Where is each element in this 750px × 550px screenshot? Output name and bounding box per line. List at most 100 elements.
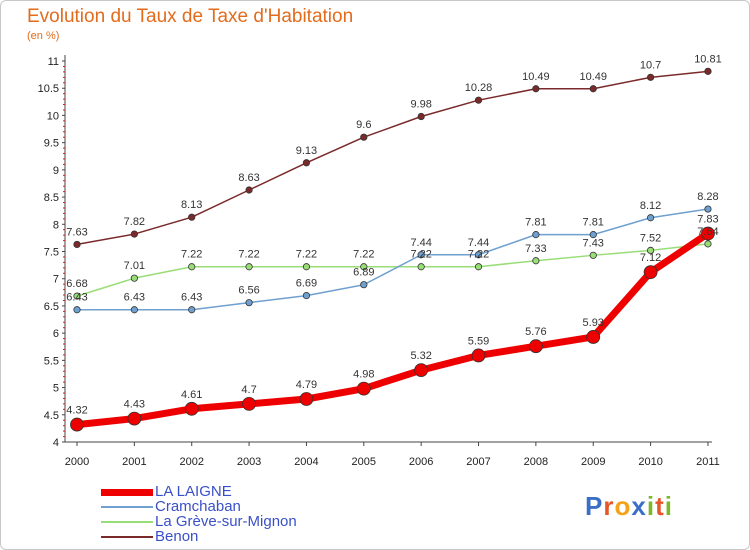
data-point [302,291,311,300]
data-point [130,306,138,314]
data-label: 7.22 [238,249,259,261]
data-label: 7.33 [525,243,546,255]
data-label: 6.43 [181,292,202,304]
data-label: 10.7 [640,59,661,71]
data-label: 7.43 [583,237,604,249]
logo-letter: t [655,491,665,521]
data-point [417,112,425,121]
data-label: 4.43 [124,399,145,411]
data-label: 7.81 [525,217,546,229]
x-tick-label: 2006 [409,456,433,468]
data-point [532,257,540,265]
legend-swatch [101,536,153,538]
x-tick-label: 2008 [524,456,548,468]
legend-item: La Grève-sur-Mignon [101,513,421,530]
data-label: 8.12 [640,200,661,212]
data-point [532,231,540,239]
y-tick-label: 8.5 [44,192,59,204]
logo-letter: P [585,491,604,521]
data-label: 7.64 [697,226,718,238]
series-line-3 [76,70,709,246]
x-tick-label: 2004 [294,456,318,468]
data-label: 8.28 [697,191,718,203]
x-tick-label: 2005 [352,456,376,468]
data-label: 6.43 [66,292,87,304]
data-label: 7.83 [697,214,718,226]
data-point [646,214,655,222]
data-label: 7.12 [640,252,661,264]
legend-swatch [101,506,153,508]
data-point [474,251,483,259]
legend-label: La Grève-sur-Mignon [155,513,297,530]
data-label: 4.79 [296,379,317,391]
data-label: 7.01 [124,260,145,272]
x-tick-label: 2001 [122,456,146,468]
data-label: 4.61 [181,389,202,401]
data-point [188,263,196,271]
data-label: 8.63 [238,172,259,184]
data-point [184,401,199,416]
data-point [73,306,81,314]
data-point [528,339,543,354]
data-label: 9.98 [410,99,431,111]
data-point [360,281,368,289]
data-label: 10.28 [465,82,493,94]
data-point [302,159,311,167]
data-point [360,133,368,141]
data-point [130,274,138,282]
x-tick-label: 2007 [466,456,490,468]
data-point [704,240,712,248]
legend-item: Benon [101,528,421,545]
data-label: 6.56 [238,285,259,297]
data-label: 6.69 [296,278,317,290]
x-tick-label: 2009 [581,456,605,468]
x-tick-label: 2010 [638,456,662,468]
data-point [417,263,425,271]
data-point [643,265,658,280]
data-point [242,396,256,411]
data-label: 7.22 [353,249,374,261]
y-tick-label: 10 [47,110,59,122]
data-point [245,186,253,194]
data-point [589,231,597,239]
data-point [474,96,483,104]
series-line-2 [76,243,709,297]
data-label: 5.76 [525,326,546,338]
data-point [704,205,712,213]
y-tick-label: 6.5 [44,301,59,313]
y-tick-label: 9.5 [44,138,59,150]
legend-label: Benon [155,528,199,545]
chart-title: Evolution du Taux de Taxe d'Habitation [27,6,354,27]
data-label: 7.81 [583,217,604,229]
data-point [299,392,314,406]
data-label: 7.22 [410,249,431,261]
data-point [532,85,540,93]
data-point [589,251,597,259]
y-tick-label: 4.5 [44,410,59,422]
data-label: 4.32 [66,405,87,417]
chart-subtitle: (en %) [27,30,60,42]
data-point [417,251,425,259]
data-point [474,263,483,271]
x-tick-label: 2011 [696,456,720,468]
proxiti-logo: Proxiti [585,491,673,522]
logo-letter: o [614,491,632,521]
data-label: 4.7 [241,384,256,396]
data-label: 10.49 [579,71,607,83]
y-tick-label: 6 [53,328,59,340]
legend-item: LA LAIGNE [101,483,421,500]
data-label: 10.49 [522,71,550,83]
y-tick-label: 5.5 [44,355,59,367]
data-point [701,226,715,241]
data-point [704,67,712,75]
data-label: 8.13 [181,199,202,211]
legend-item: Cramchaban [101,498,421,515]
y-tick-label: 7.5 [44,247,59,259]
data-label: 6.89 [353,267,374,279]
data-label: 6.68 [66,278,87,290]
legend: LA LAIGNE Cramchaban La Grève-sur-Mignon Be… [101,483,421,545]
legend-label: LA LAIGNE [155,483,232,500]
y-tick-label: 9 [53,165,59,177]
data-label: 5.32 [410,350,431,362]
